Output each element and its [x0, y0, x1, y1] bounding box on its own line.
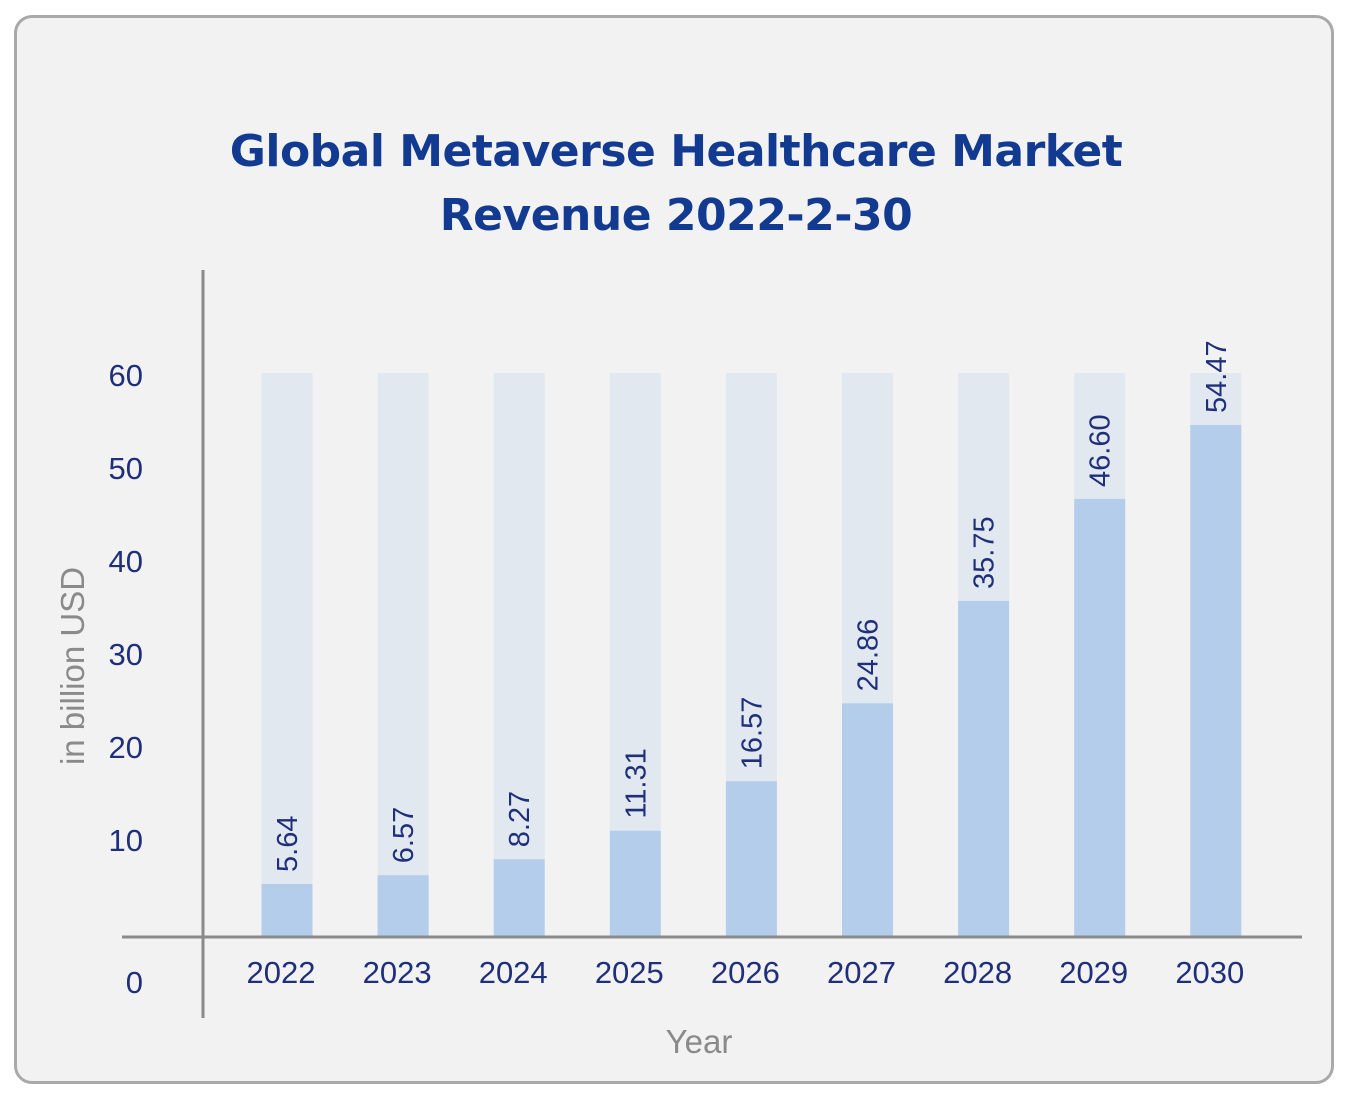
- bar-track: [261, 373, 313, 937]
- chart-title-line-2: Revenue 2022-2-30: [439, 190, 913, 241]
- bar: [842, 703, 893, 937]
- x-tick-label: 2025: [595, 955, 664, 990]
- data-label: 35.75: [969, 516, 1001, 589]
- bar-track: [377, 373, 429, 937]
- bar: [1074, 498, 1126, 937]
- y-tick-label: 0: [126, 965, 143, 1000]
- x-tick-labels: 2022 2023 2024 2025 2026 2027 2028 2029 2030: [247, 955, 1245, 990]
- y-tick-label: 40: [109, 544, 143, 579]
- x-tick-label: 2029: [1059, 955, 1128, 990]
- data-label: 46.60: [1085, 414, 1117, 487]
- x-tick-label: 2024: [479, 955, 548, 990]
- data-label: 6.57: [388, 807, 420, 863]
- value-labels: 5.64 6.57 8.27 11.31 16.57 24.86 35.75 46.60 54.…: [272, 340, 1233, 872]
- x-tick-label: 2027: [827, 955, 896, 990]
- x-tick-label: 2022: [247, 955, 316, 990]
- bar: [725, 781, 777, 937]
- bars: [261, 424, 1242, 937]
- x-tick-label: 2026: [711, 955, 780, 990]
- chart-title: Global Metaverse Healthcare Market Reven…: [0, 120, 1352, 248]
- bar-track: [493, 373, 545, 937]
- bar: [493, 859, 545, 937]
- data-label: 54.47: [1201, 340, 1233, 413]
- data-label: 11.31: [620, 748, 652, 818]
- bar: [377, 875, 429, 937]
- x-tick-label: 2023: [363, 955, 432, 990]
- y-tick-label: 30: [109, 637, 143, 672]
- x-axis-title: Year: [666, 1023, 733, 1060]
- y-axis-title: in billion USD: [54, 567, 91, 765]
- y-tick-labels: 0 10 20 30 40 50 60: [109, 358, 143, 1000]
- y-tick-label: 10: [109, 823, 143, 858]
- chart-title-line-1: Global Metaverse Healthcare Market: [229, 126, 1123, 177]
- bar: [261, 883, 313, 937]
- data-label: 5.64: [272, 816, 304, 872]
- data-label: 8.27: [504, 791, 536, 847]
- y-tick-label: 50: [109, 451, 143, 486]
- data-label: 24.86: [853, 619, 885, 692]
- x-tick-label: 2030: [1175, 955, 1244, 990]
- x-tick-label: 2028: [943, 955, 1012, 990]
- bar: [1190, 424, 1242, 937]
- bar: [958, 600, 1010, 937]
- data-label: 16.57: [736, 697, 768, 770]
- bar: [609, 830, 661, 937]
- y-tick-label: 20: [109, 730, 143, 765]
- y-tick-label: 60: [109, 358, 143, 393]
